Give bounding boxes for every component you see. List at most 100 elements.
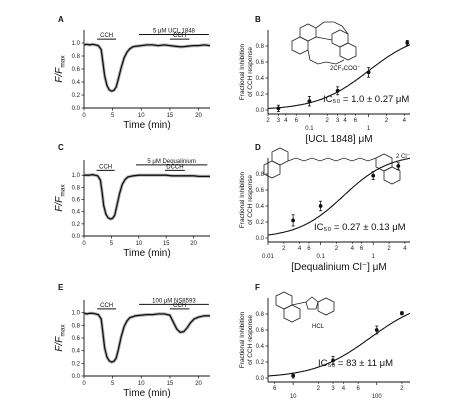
panel-d-x-minor-tick-label: 6 [360,246,364,252]
panel-e-fluorescence-trace [83,312,210,363]
panel-e-y-tick-label: 0.2 [72,361,81,367]
panel-b-x-minor-tick-label: 2 [385,118,389,124]
panel-c-y-tick-label: 0.6 [72,198,81,204]
panel-b-x-major-tick-label: 0.1 [305,126,314,132]
panel-a-fluorescence-trace [83,43,211,92]
panel-b-x-minor-tick-label: 2 [266,118,270,124]
panel-c-y-label-main: F/F [54,196,65,212]
panel-a-x-tick-label: 15 [167,113,174,119]
panel-a-trace-chart: A 0.0 0.2 0.4 0.6 0.8 1.0 0 5 10 15 20 Time (min) F/… [54,15,211,131]
panel-d-y-tick-label: 0.6 [256,188,265,194]
panel-f-x-minor-tick-label: 6 [273,386,277,392]
panel-d-x-minor-tick-label: 4 [351,246,355,252]
panel-c-y-tick-label: 0.4 [72,210,81,216]
panel-f-y-tick-label: 0.2 [256,360,265,366]
panel-d-data-point [291,218,296,223]
panel-f-y-tick-label: 0.0 [256,376,265,382]
panel-a-sem-band [83,42,211,93]
panel-e-x-tick-label: 5 [111,381,115,387]
panel-d-x-major-tick-label: 0.01 [262,254,274,260]
panel-f-y-tick-label: 0.6 [256,328,265,334]
panel-b-x-minor-tick-label: 3 [277,118,281,124]
panel-a-y-label-sub: max [60,55,67,68]
panel-a-x-tick-label: 0 [82,113,86,119]
panel-e-y-axis-label: F/Fmax [54,324,67,352]
panel-f-x-major-tick-label: 10 [290,394,297,400]
panel-b-y-tick-label: 0.8 [256,44,265,50]
ucl1848-structure-drawing [291,21,357,65]
panel-d-y-tick-label: 0.8 [256,172,265,178]
panel-c-application-label: DCCH [166,164,183,170]
panel-b-y-tick-label: 0.2 [256,92,265,98]
panel-b-y-axis-label-line1: Fractional Inhibition [239,43,246,100]
panel-c-y-tick-label: 1.0 [72,173,81,179]
panel-b-x-axis-label: [UCL 1848] μM [305,134,372,145]
panel-b-data-point [366,70,371,75]
panel-b-dose-response-chart: B 0.00.20.40.60.80.1 12 3 4 6 2 3 4 6 2 4[UCL 1848… [239,15,411,145]
panel-e-y-tick-label: 1.0 [72,311,81,317]
panel-a-y-tick-label: 0.0 [72,106,81,112]
panel-c-trace-chart: C 0.0 0.2 0.4 0.6 0.8 1.0 0 5 10 15 20 Time (min) F/… [54,143,210,259]
panel-e-y-tick-label: 0.8 [72,323,81,329]
panel-f-x-minor-tick-label: 3 [331,386,335,392]
panel-f-data-point [291,373,296,378]
panel-b-data-point [335,88,340,93]
panel-f-ic50-label: IC₅₀ = 83 ± 11 μM [318,358,393,369]
panel-f-x-minor-tick-label: 6 [357,386,361,392]
panel-c-y-tick-label: 0.8 [72,185,81,191]
panel-e-y-tick-label: 0.4 [72,349,81,355]
panel-b-x-major-tick-label: 1 [367,126,371,132]
panel-label-b: B [255,15,261,24]
panel-f-data-point [374,328,379,332]
panel-a-application-label: CCH [173,33,186,39]
panel-d-x-minor-tick-label: 6 [307,246,311,252]
panel-f-y-tick-label: 0.4 [256,344,265,350]
panel-e-x-tick-label: 10 [138,381,145,387]
panel-e-y-label-sub: max [60,324,67,337]
panel-c-y-label-sub: max [60,184,67,197]
panel-b-y-tick-label: 0.6 [256,60,265,66]
panel-d-counterion-label: 2 Cl⁻ [396,154,410,160]
panel-label-f: F [255,283,260,292]
panel-d-data-point [396,164,401,168]
panel-e-application-label: CCH [173,303,186,309]
panel-e-x-tick-label: 15 [167,381,174,387]
panel-a-y-tick-label: 0.8 [72,54,81,60]
panel-b-x-minor-tick-label: 4 [403,118,407,124]
panel-b-data-point [405,40,410,45]
panel-d-y-tick-label: 0.2 [256,220,265,226]
panel-b-x-minor-tick-label: 3 [336,118,340,124]
panel-e-application-label: 100 μM NS8593 [152,298,196,304]
panel-d-hill-fit-curve [267,157,411,236]
panel-b-y-tick-label: 0.4 [256,76,265,82]
panel-f-x-minor-tick-label: 4 [342,386,346,392]
panel-label-e: E [58,283,64,292]
panel-c-x-tick-label: 0 [82,241,86,247]
panel-b-counterion-label: 2CF₃COO⁻ [330,66,361,72]
panel-e-plot-area: 0.0 0.2 0.4 0.6 0.8 1.0 0 5 10 15 20 Time (min) F/Fm… [54,298,210,399]
panel-b-y-tick-label: 0.0 [256,108,265,114]
panel-e-y-label-main: F/F [54,336,65,352]
panel-f-data-point [400,311,404,316]
panel-d-x-minor-tick-label: 2 [335,246,339,252]
panel-d-y-tick-label: 0.0 [256,236,265,242]
panel-c-plot-area: 0.0 0.2 0.4 0.6 0.8 1.0 0 5 10 15 20 Time (min) F/Fm… [54,159,210,259]
panel-f-data-point [331,358,335,363]
panel-b-y-axis-label-line2: of CCH response [247,47,254,97]
panel-e-trace-chart: E 0.0 0.2 0.4 0.6 0.8 1.0 0 5 10 15 20 Time (min) F/… [54,283,210,399]
panel-a-x-axis-label: Time (min) [123,120,170,131]
panel-a-y-tick-label: 0.2 [72,93,81,99]
panel-d-x-major-tick-label: 1 [372,254,376,260]
panel-e-y-tick-label: 0.0 [72,374,81,380]
panel-e-x-tick-label: 0 [82,381,86,387]
panel-c-x-tick-label: 15 [163,241,170,247]
panel-a-y-axis-label: F/Fmax [54,55,67,83]
panel-c-x-tick-label: 10 [135,241,142,247]
panel-f-y-axis-label-line1: Fractional Inhibition [239,311,246,368]
panel-f-counterion-label: HCL [312,324,325,330]
panel-b-ic50-label: IC₅₀ = 1.0 ± 0.27 μM [323,94,409,105]
panel-a-plot-area: 0.0 0.2 0.4 0.6 0.8 1.0 0 5 10 15 20 Time (min) F/Fm… [54,29,211,131]
panel-d-y-axis-label-line2: of CCH response [247,175,254,225]
